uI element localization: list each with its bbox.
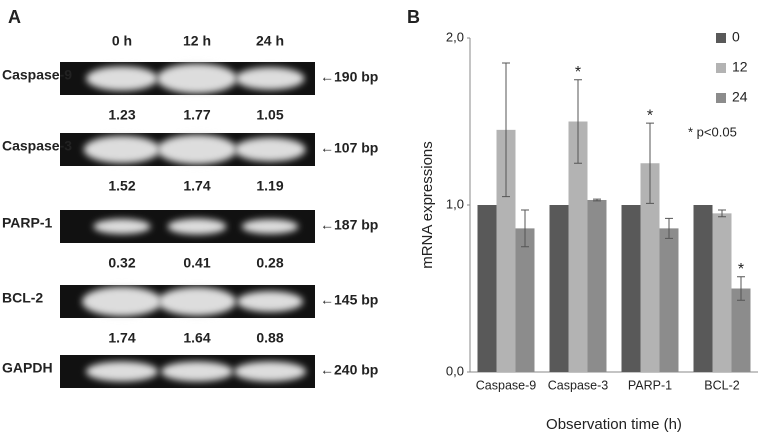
legend-label: 0: [732, 29, 740, 45]
bar: [477, 205, 497, 372]
band-value: 1.19: [256, 178, 283, 194]
bar: [496, 129, 516, 372]
error-bar: [502, 62, 510, 198]
x-tick-label: Caspase-9: [476, 378, 536, 392]
error-bar: [646, 122, 654, 204]
band-size: ←190 bp: [320, 69, 378, 85]
gel-band: [236, 291, 304, 312]
x-axis-label: Observation time (h): [546, 416, 682, 433]
gel-band: [234, 137, 306, 162]
panel-label: A: [8, 7, 21, 27]
bar: [712, 213, 732, 372]
band-size: ←240 bp: [320, 362, 378, 378]
error-bar: [665, 217, 673, 239]
y-tick-label: 2,0: [446, 29, 464, 44]
annotation: * p<0.05: [688, 124, 737, 139]
bar: [640, 163, 660, 372]
row-label: Caspase-3: [2, 138, 72, 154]
gel-band: [161, 361, 233, 382]
bar: [659, 228, 679, 372]
band-value: 0.41: [183, 255, 210, 271]
error-bar: [737, 276, 745, 301]
column-header: 12 h: [183, 33, 211, 49]
legend-label: 12: [732, 59, 748, 75]
band-size: ←107 bp: [320, 140, 378, 156]
gel-band: [156, 63, 238, 94]
panel-label: B: [407, 7, 420, 27]
bar: [621, 205, 641, 372]
significance-mark: *: [575, 64, 581, 81]
gel-band: [157, 134, 237, 165]
gel-band: [82, 286, 162, 317]
row-label: BCL-2: [2, 290, 43, 306]
row-label: PARP-1: [2, 215, 53, 231]
gel-band: [93, 218, 151, 235]
error-bar: [521, 209, 529, 248]
y-tick-label: 0,0: [446, 363, 464, 378]
x-tick-label: PARP-1: [628, 378, 672, 392]
column-header: 24 h: [256, 33, 284, 49]
y-tick-label: 1,0: [446, 196, 464, 211]
gel-band: [241, 219, 299, 234]
band-size: ←187 bp: [320, 217, 378, 233]
band-value: 1.64: [183, 330, 210, 346]
x-tick-label: BCL-2: [704, 378, 739, 392]
band-value: 1.52: [108, 178, 135, 194]
band-value: 0.32: [108, 255, 135, 271]
gel-band: [86, 66, 158, 91]
row-label: Caspase-9: [2, 67, 72, 83]
band-value: 1.77: [183, 107, 210, 123]
gel-band: [167, 218, 227, 235]
bar: [693, 205, 713, 372]
y-axis-label: mRNA expressions: [419, 141, 436, 269]
band-value: 1.74: [108, 330, 135, 346]
band-value: 1.74: [183, 178, 210, 194]
legend-swatch: [716, 63, 726, 73]
column-header: 0 h: [112, 33, 132, 49]
significance-mark: *: [738, 261, 744, 278]
legend-label: 24: [732, 89, 748, 105]
bar: [731, 288, 751, 372]
band-value: 0.28: [256, 255, 283, 271]
bar: [515, 228, 535, 372]
error-bar: [574, 79, 582, 164]
gel-band: [86, 361, 158, 382]
legend-swatch: [716, 93, 726, 103]
bar: [587, 199, 607, 372]
error-bar: [593, 198, 601, 202]
gel-band: [157, 287, 237, 316]
significance-mark: *: [647, 107, 653, 124]
row-label: GAPDH: [2, 360, 53, 376]
gel-band: [83, 135, 161, 164]
bar: [568, 121, 588, 372]
band-value: 1.05: [256, 107, 283, 123]
bar: [549, 205, 569, 372]
x-tick-label: Caspase-3: [548, 378, 608, 392]
gel-band: [234, 361, 306, 382]
legend-swatch: [716, 33, 726, 43]
error-bar: [718, 209, 726, 218]
gel-band: [235, 67, 305, 90]
band-size: ←145 bp: [320, 292, 378, 308]
band-value: 0.88: [256, 330, 283, 346]
band-value: 1.23: [108, 107, 135, 123]
